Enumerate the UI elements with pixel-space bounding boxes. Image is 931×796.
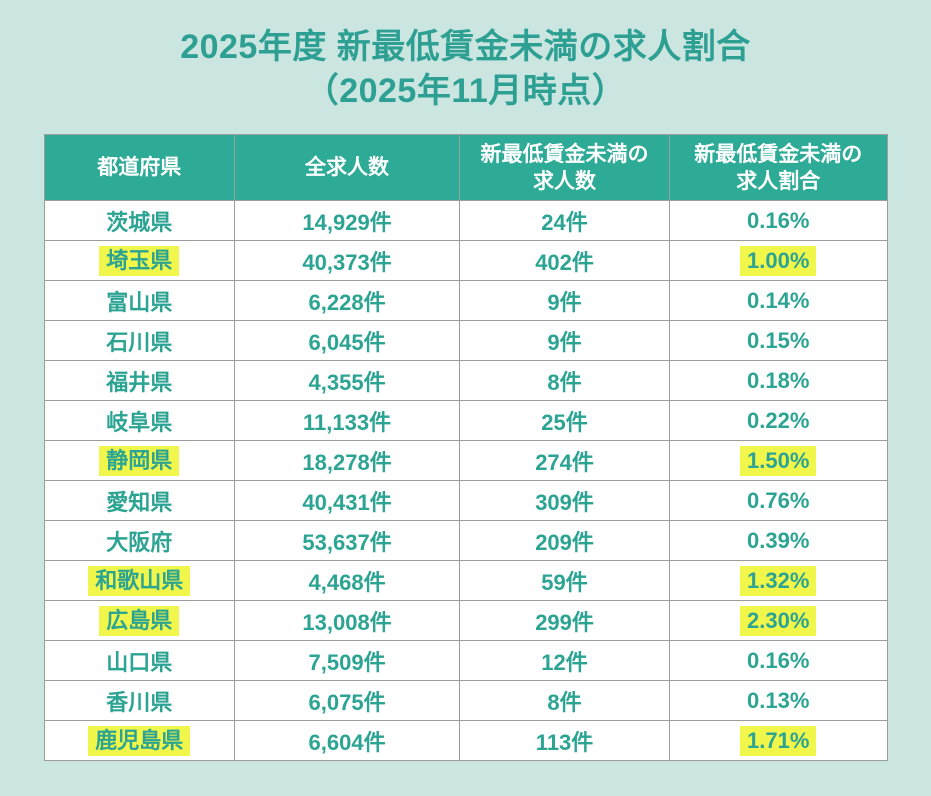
below-wage-ratio-cell: 0.13% [669, 680, 888, 722]
below-wage-count-cell: 299件 [459, 600, 670, 642]
column-header-2: 新最低賃金未満の 求人数 [459, 134, 670, 202]
page-title-line1: 2025年度 新最低賃金未満の求人割合 [180, 28, 751, 66]
below-wage-ratio-cell: 1.00% [669, 240, 888, 282]
total-jobs-cell: 6,075件 [234, 680, 461, 722]
prefecture-cell: 愛知県 [43, 480, 236, 522]
below-wage-ratio-cell: 2.30% [669, 600, 888, 642]
below-wage-count-cell: 309件 [459, 480, 670, 522]
prefecture-cell: 山口県 [43, 640, 236, 682]
below-wage-ratio-cell: 0.14% [669, 280, 888, 322]
total-jobs-cell: 40,373件 [234, 240, 461, 282]
prefecture-cell: 埼玉県 [43, 240, 236, 282]
prefecture-cell: 福井県 [43, 360, 236, 402]
below-wage-count-cell: 113件 [459, 720, 670, 762]
below-wage-ratio-cell: 0.16% [669, 200, 888, 242]
highlight-mark: 和歌山県 [88, 565, 191, 597]
below-wage-count-cell: 24件 [459, 200, 670, 242]
table-row: 広島県 13,008件 299件 2.30% [43, 600, 888, 642]
below-wage-ratio-cell: 1.32% [669, 560, 888, 602]
below-wage-ratio-cell: 1.71% [669, 720, 888, 762]
highlight-mark: 1.71% [740, 725, 817, 757]
total-jobs-cell: 53,637件 [234, 520, 461, 562]
table-row: 岐阜県 11,133件 25件 0.22% [43, 400, 888, 442]
table-row: 茨城県 14,929件 24件 0.16% [43, 200, 888, 242]
below-wage-count-cell: 402件 [459, 240, 670, 282]
column-header-0: 都道府県 [43, 134, 236, 202]
highlight-mark: 2.30% [740, 605, 817, 637]
table-row: 石川県 6,045件 9件 0.15% [43, 320, 888, 362]
below-wage-count-cell: 9件 [459, 280, 670, 322]
table-row: 和歌山県 4,468件 59件 1.32% [43, 560, 888, 602]
prefecture-cell: 大阪府 [43, 520, 236, 562]
min-wage-table: 都道府県 全求人数 新最低賃金未満の 求人数 新最低賃金未満の 求人割合 茨城県 14,92… [43, 134, 888, 762]
prefecture-cell: 富山県 [43, 280, 236, 322]
table-body: 茨城県 14,929件 24件 0.16% 埼玉県 40,373件 402件 1.00% 富山県… [43, 200, 888, 762]
table-row: 埼玉県 40,373件 402件 1.00% [43, 240, 888, 282]
prefecture-cell: 和歌山県 [43, 560, 236, 602]
total-jobs-cell: 18,278件 [234, 440, 461, 482]
page-title: 2025年度 新最低賃金未満の求人割合 （2025年11月時点） [0, 0, 931, 113]
page-title-line2: （2025年11月時点） [304, 72, 627, 111]
below-wage-ratio-cell: 1.50% [669, 440, 888, 482]
below-wage-count-cell: 274件 [459, 440, 670, 482]
prefecture-cell: 静岡県 [43, 440, 236, 482]
highlight-mark: 埼玉県 [99, 245, 180, 277]
column-header-3: 新最低賃金未満の 求人割合 [669, 134, 888, 202]
total-jobs-cell: 7,509件 [234, 640, 461, 682]
below-wage-count-cell: 209件 [459, 520, 670, 562]
below-wage-count-cell: 12件 [459, 640, 670, 682]
table-row: 大阪府 53,637件 209件 0.39% [43, 520, 888, 562]
total-jobs-cell: 11,133件 [234, 400, 461, 442]
below-wage-ratio-cell: 0.15% [669, 320, 888, 362]
table-row: 鹿児島県 6,604件 113件 1.71% [43, 720, 888, 762]
below-wage-ratio-cell: 0.76% [669, 480, 888, 522]
highlight-mark: 1.00% [740, 245, 817, 277]
prefecture-cell: 広島県 [43, 600, 236, 642]
table-row: 静岡県 18,278件 274件 1.50% [43, 440, 888, 482]
table-row: 富山県 6,228件 9件 0.14% [43, 280, 888, 322]
table-header-row: 都道府県 全求人数 新最低賃金未満の 求人数 新最低賃金未満の 求人割合 [43, 134, 888, 202]
below-wage-count-cell: 59件 [459, 560, 670, 602]
table-row: 山口県 7,509件 12件 0.16% [43, 640, 888, 682]
below-wage-ratio-cell: 0.22% [669, 400, 888, 442]
total-jobs-cell: 13,008件 [234, 600, 461, 642]
below-wage-ratio-cell: 0.16% [669, 640, 888, 682]
highlight-mark: 1.32% [740, 565, 817, 597]
prefecture-cell: 岐阜県 [43, 400, 236, 442]
highlight-mark: 静岡県 [99, 445, 180, 477]
total-jobs-cell: 4,355件 [234, 360, 461, 402]
below-wage-ratio-cell: 0.39% [669, 520, 888, 562]
below-wage-count-cell: 8件 [459, 360, 670, 402]
total-jobs-cell: 6,228件 [234, 280, 461, 322]
prefecture-cell: 茨城県 [43, 200, 236, 242]
highlight-mark: 1.50% [740, 445, 817, 477]
prefecture-cell: 鹿児島県 [43, 720, 236, 762]
column-header-1: 全求人数 [234, 134, 461, 202]
highlight-mark: 鹿児島県 [88, 725, 191, 757]
total-jobs-cell: 4,468件 [234, 560, 461, 602]
table-row: 福井県 4,355件 8件 0.18% [43, 360, 888, 402]
total-jobs-cell: 6,045件 [234, 320, 461, 362]
below-wage-count-cell: 8件 [459, 680, 670, 722]
table-row: 愛知県 40,431件 309件 0.76% [43, 480, 888, 522]
prefecture-cell: 香川県 [43, 680, 236, 722]
total-jobs-cell: 40,431件 [234, 480, 461, 522]
below-wage-count-cell: 25件 [459, 400, 670, 442]
total-jobs-cell: 6,604件 [234, 720, 461, 762]
below-wage-count-cell: 9件 [459, 320, 670, 362]
prefecture-cell: 石川県 [43, 320, 236, 362]
table-row: 香川県 6,075件 8件 0.13% [43, 680, 888, 722]
below-wage-ratio-cell: 0.18% [669, 360, 888, 402]
total-jobs-cell: 14,929件 [234, 200, 461, 242]
highlight-mark: 広島県 [99, 605, 180, 637]
